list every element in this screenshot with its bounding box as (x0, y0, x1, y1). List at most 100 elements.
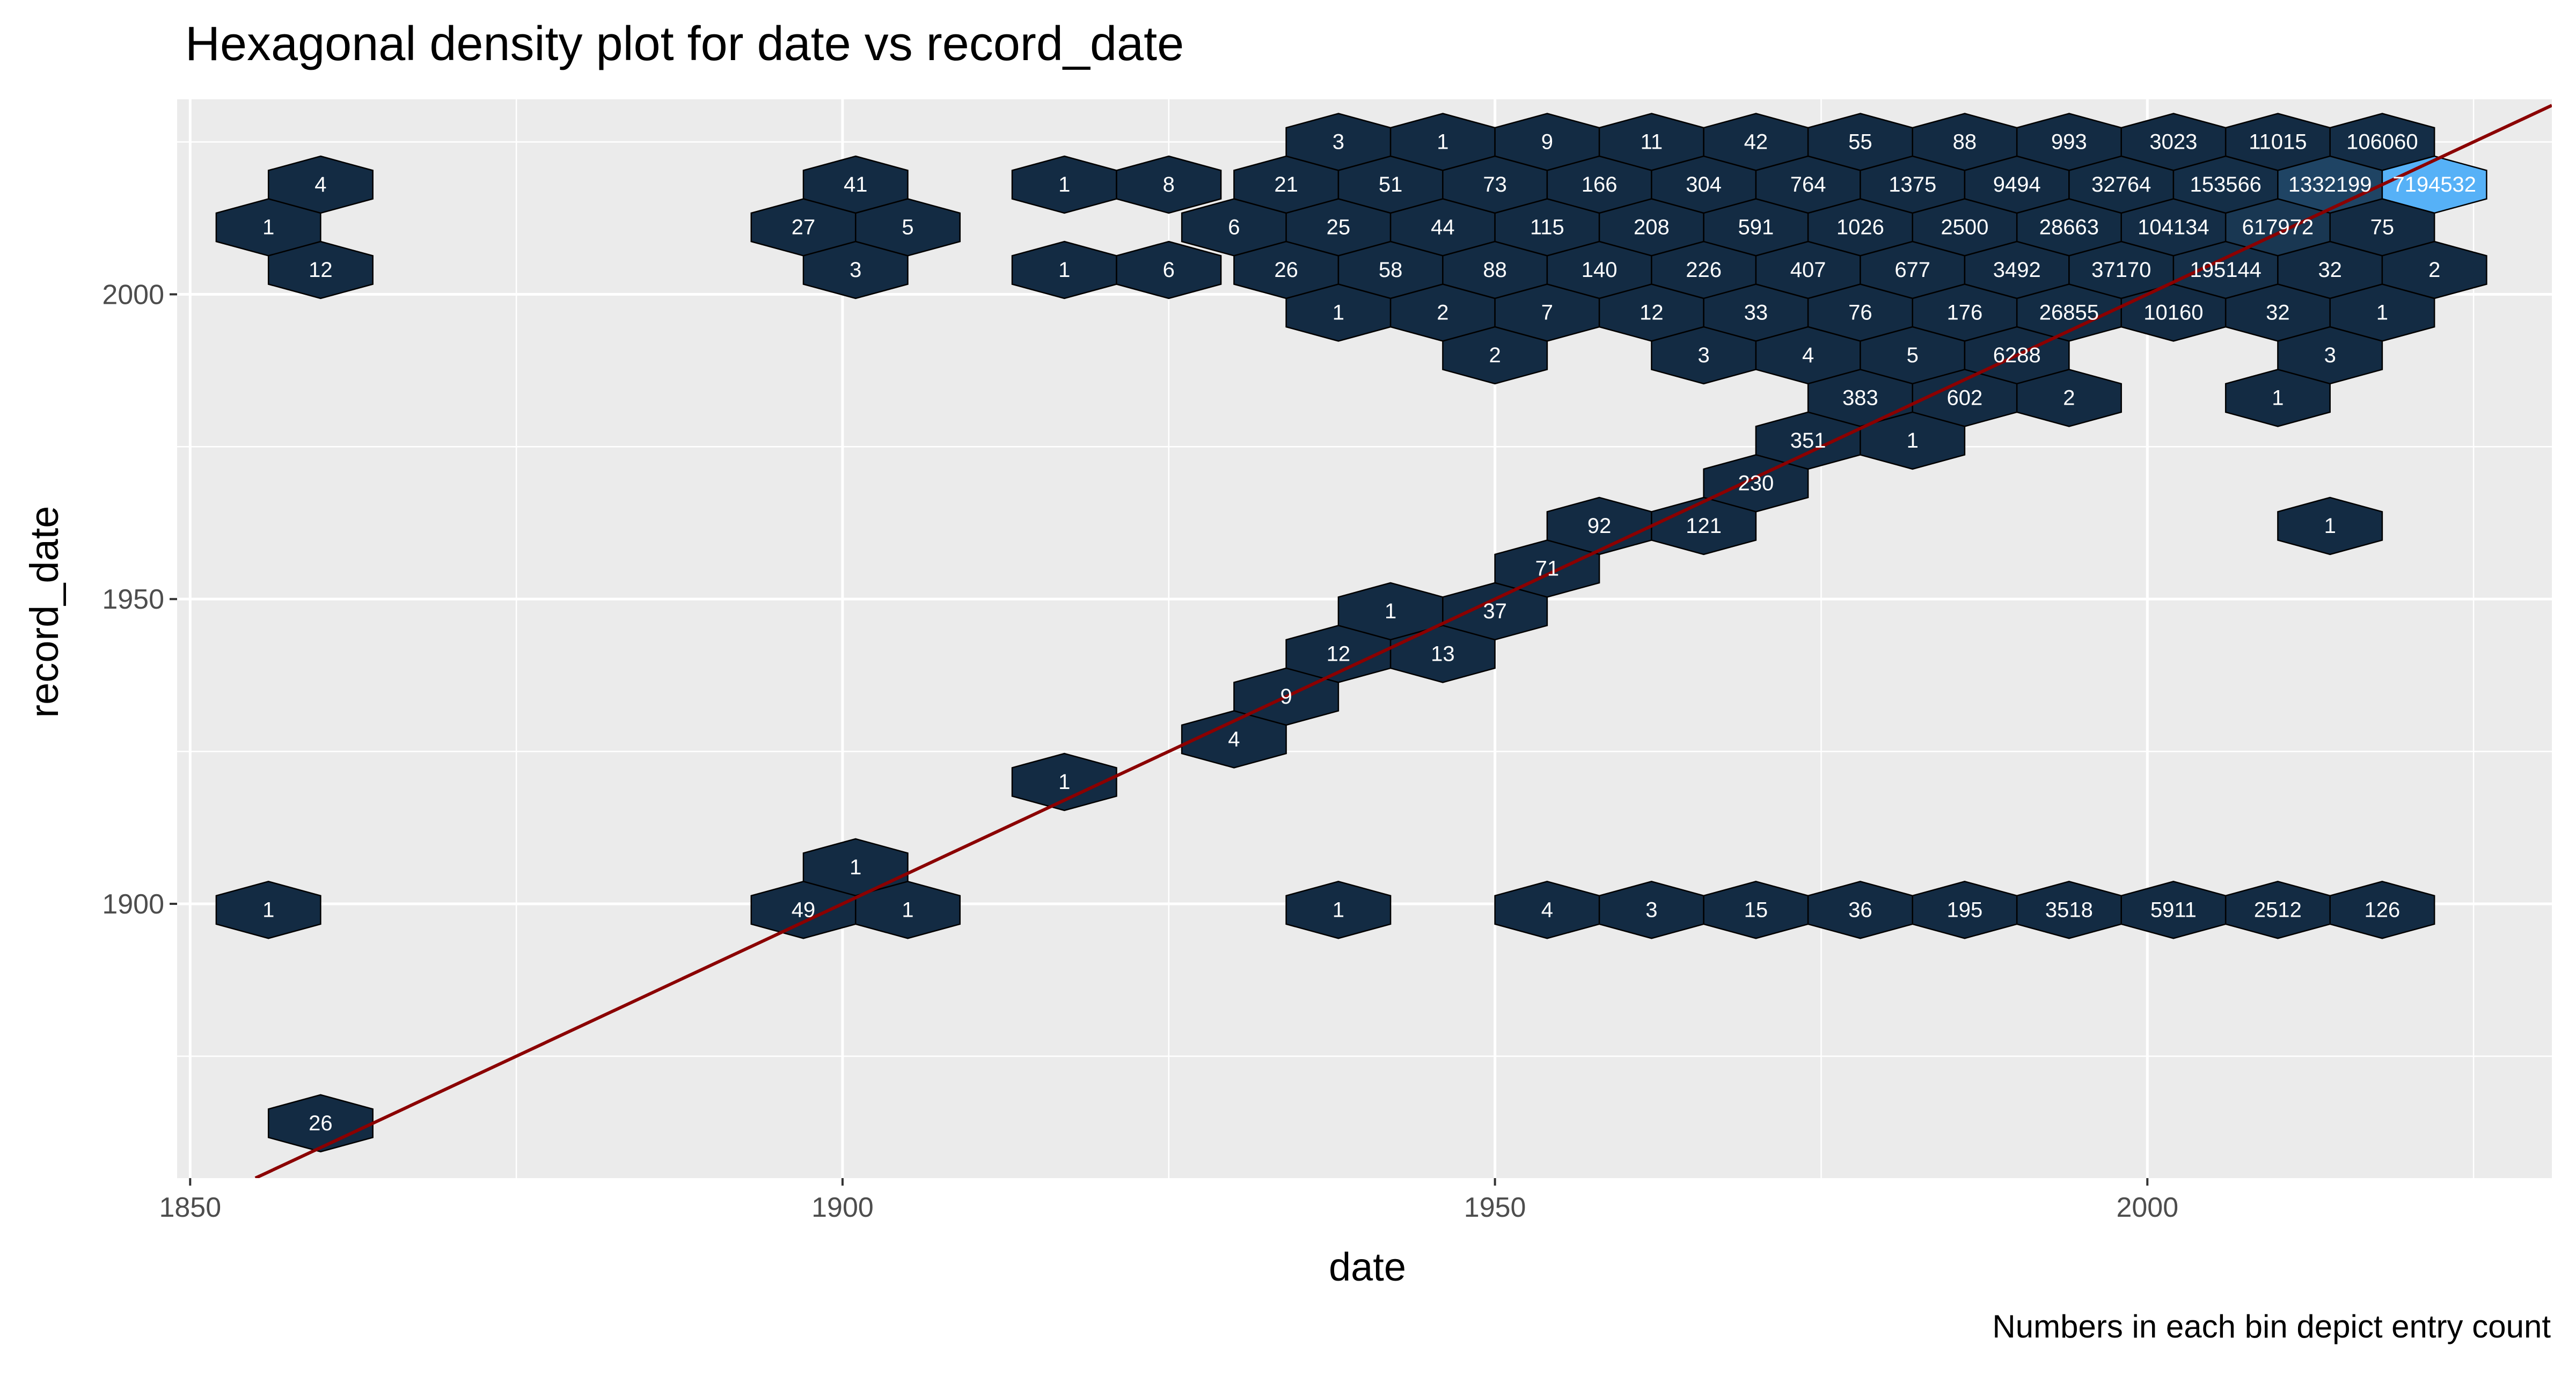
hex-bin-count: 7194532 (2392, 173, 2476, 196)
axes: 1850 1900 1950 2000 1900 1950 2000 (102, 279, 2178, 1223)
hex-bin-count: 3492 (1993, 258, 2041, 282)
hex-bin (2224, 369, 2331, 427)
hex-bin-count: 226 (1686, 258, 1722, 282)
hex-bin (2016, 369, 2122, 427)
hex-bin-count: 88 (1483, 258, 1507, 282)
hex-bin-count: 37 (1483, 600, 1507, 623)
hex-bin-count: 11 (1641, 130, 1663, 154)
hex-bin-count: 37170 (2091, 258, 2151, 282)
hex-bin-count: 115 (1530, 216, 1564, 239)
reference-line (254, 104, 2552, 1178)
hex-bin-count: 92 (1587, 514, 1612, 538)
hex-bin-count: 9 (1541, 130, 1553, 154)
hex-bin (802, 240, 909, 299)
hex-bin-count: 12 (1640, 301, 1664, 325)
hex-bin-count: 383 (1842, 386, 1878, 410)
hex-bin-count: 12 (1327, 642, 1351, 666)
hex-bin-count: 3518 (2045, 898, 2093, 922)
hex-bin-count: 27 (792, 216, 816, 239)
hex-bin-count: 9494 (1993, 173, 2041, 196)
hex-bin-count: 33 (1744, 301, 1768, 325)
hex-bin-count: 230 (1738, 471, 1774, 495)
hex-bin-count: 195144 (2190, 258, 2261, 282)
hex-bin-count: 1 (2324, 514, 2336, 538)
hex-bin-count: 2512 (2254, 898, 2302, 922)
hex-bin-count: 1 (1385, 600, 1396, 623)
hex-bin-count: 36 (1848, 898, 1872, 922)
hex-bin-count: 26 (309, 1112, 333, 1135)
hex-bin-count: 11015 (2249, 130, 2307, 154)
hex-bin (1116, 155, 1222, 214)
hex-bin-count: 2500 (1941, 216, 1988, 239)
hex-bin-count: 1 (1333, 898, 1344, 922)
hex-bin (1651, 496, 1757, 556)
hex-bin-count: 1 (262, 216, 274, 239)
y-axis-title: record_date (22, 506, 67, 718)
hex-bin-count: 76 (1848, 301, 1872, 325)
hex-bin (215, 881, 321, 939)
hex-bin-count: 617972 (2242, 216, 2314, 239)
hex-bin-count: 15 (1744, 898, 1768, 922)
hex-bin-count: 88 (1953, 130, 1977, 154)
hex-bin (1285, 881, 1392, 939)
hex-bin-count: 5911 (2150, 898, 2197, 922)
x-tick-label: 2000 (2116, 1192, 2178, 1223)
hex-bin-count: 993 (2051, 130, 2087, 154)
hex-bin-count: 166 (1582, 173, 1618, 196)
hex-bin-count: 2 (1437, 301, 1448, 325)
hex-bin-count: 104134 (2138, 216, 2209, 239)
hex-bin-count: 26855 (2039, 301, 2099, 325)
x-tick-label: 1950 (1464, 1192, 1526, 1223)
hex-bin-count: 1 (2272, 386, 2284, 410)
hex-bin-count: 121 (1686, 514, 1722, 538)
hex-bin-count: 1026 (1836, 216, 1884, 239)
hex-bin-count: 6288 (1993, 344, 2041, 367)
hex-bin-count: 1 (1058, 770, 1070, 794)
hex-bin-count: 55 (1848, 130, 1872, 154)
hex-bin (1011, 752, 1117, 812)
hex-bin-count: 1 (2376, 301, 2388, 325)
hex-bin-count: 7 (1541, 301, 1553, 325)
hex-bin-count: 3 (1697, 344, 1709, 367)
hex-bin-count: 407 (1790, 258, 1826, 282)
hex-bin-count: 42 (1744, 130, 1768, 154)
hex-bin-count: 9 (1280, 685, 1292, 708)
hex-bin-count: 4 (1541, 898, 1553, 922)
hex-bin-count: 176 (1947, 301, 1983, 325)
hex-bin-count: 4 (1228, 727, 1240, 751)
hex-bin-count: 208 (1634, 216, 1670, 239)
hex-bin-count: 1 (1058, 173, 1070, 196)
hex-bin-count: 49 (792, 898, 816, 922)
hex-bin (1181, 710, 1287, 769)
hex-bin (1860, 411, 1966, 470)
hex-bins (215, 113, 2487, 1153)
hex-bin-count: 6 (1228, 216, 1240, 239)
hex-bin-count: 71 (1535, 557, 1560, 580)
hex-bin (855, 881, 961, 939)
hex-bin (267, 1094, 374, 1153)
hex-bin-count: 8 (1163, 173, 1175, 196)
hex-bin-count: 32764 (2091, 173, 2151, 196)
hex-bin-count: 1 (1907, 429, 1919, 452)
hex-bin-count: 1 (850, 856, 861, 879)
hex-bin-count: 106060 (2346, 130, 2418, 154)
hex-bin-count: 1332199 (2288, 173, 2372, 196)
hex-bin-count: 1375 (1889, 173, 1936, 196)
y-tick-label: 1900 (102, 889, 164, 920)
hex-bin-count: 6 (1163, 258, 1175, 282)
hex-bin-count: 602 (1947, 386, 1983, 410)
hex-bin-count: 304 (1686, 173, 1722, 196)
chart-title: Hexagonal density plot for date vs recor… (185, 17, 1184, 71)
x-axis-title: date (1329, 1245, 1406, 1289)
hex-bin (1389, 625, 1496, 683)
hex-bin-count: 13 (1431, 642, 1455, 666)
hex-bin-count: 3 (850, 258, 861, 282)
chart-caption: Numbers in each bin depict entry count (1992, 1309, 2551, 1344)
hex-bin-count: 51 (1379, 173, 1403, 196)
y-tick-label: 2000 (102, 279, 164, 310)
hex-bin-count: 4 (1802, 344, 1814, 367)
hex-bin (267, 240, 374, 299)
